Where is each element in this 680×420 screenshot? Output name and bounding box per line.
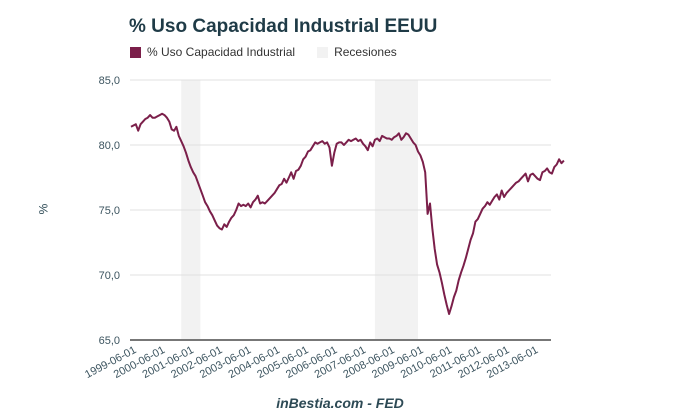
y-tick-label: 70,0 [99,270,120,282]
legend-item-series: % Uso Capacidad Industrial [130,45,295,59]
y-tick-label: 85,0 [99,75,120,87]
legend-item-recessions: Recesiones [317,45,397,59]
series-line [130,112,565,315]
y-tick-label: 80,0 [99,140,120,152]
chart-legend: % Uso Capacidad Industrial Recesiones [130,45,419,59]
y-tick-label: 65,0 [99,335,120,347]
legend-swatch-recessions [317,46,329,58]
legend-swatch-series [130,46,141,58]
y-tick-label: 75,0 [99,205,120,217]
legend-label-recessions: Recesiones [334,45,397,59]
legend-label-series: % Uso Capacidad Industrial [147,45,296,59]
chart-title: % Uso Capacidad Industrial EEUU [129,16,438,37]
source-footer: inBestia.com - FED [276,395,404,411]
